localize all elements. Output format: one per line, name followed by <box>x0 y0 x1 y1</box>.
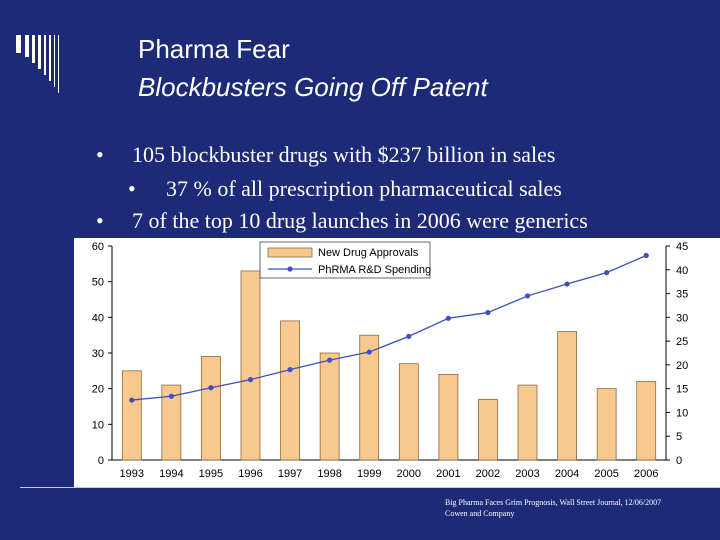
slide-subtitle: Blockbusters Going Off Patent <box>138 72 488 102</box>
legend-swatch-point <box>287 266 293 272</box>
bar <box>319 352 340 461</box>
x-tick-label: 1994 <box>159 468 183 480</box>
line-series <box>131 254 647 401</box>
bar <box>121 370 142 461</box>
x-tick-label: 2001 <box>436 468 460 480</box>
line-point <box>129 397 135 403</box>
line-point <box>168 393 174 399</box>
bullet-marker: • <box>96 142 104 167</box>
bullet-item-3: • 7 of the top 10 drug launches in 2006 w… <box>96 208 588 234</box>
right-tick-label: 15 <box>676 384 688 396</box>
x-tick-label: 2003 <box>515 468 539 480</box>
bullet-item-1: • 105 blockbuster drugs with $237 billion… <box>96 142 555 168</box>
line-point <box>287 367 293 373</box>
line-point <box>208 385 214 391</box>
x-tick-label: 2000 <box>397 468 421 480</box>
x-tick-label: 1995 <box>199 468 223 480</box>
left-tick-label: 20 <box>92 384 104 396</box>
bar <box>636 381 657 461</box>
line-point <box>524 293 531 299</box>
right-tick-label: 45 <box>676 241 688 253</box>
left-tick-label: 50 <box>92 277 104 289</box>
left-tick-label: 0 <box>98 455 104 467</box>
bar <box>438 373 459 461</box>
bullet-item-2: • 37 % of all prescription pharmaceutical… <box>128 176 562 202</box>
x-tick-label: 1993 <box>120 468 144 480</box>
bullet-text: 37 % of all prescription pharmaceutical … <box>166 176 562 201</box>
line-point <box>604 270 610 276</box>
line-point <box>327 357 333 363</box>
x-tick-label: 1999 <box>357 468 381 480</box>
bullet-marker: • <box>96 208 104 233</box>
bar <box>280 320 300 461</box>
line-point <box>564 281 570 287</box>
source-citation: Big Pharma Faces Grim Prognosis, Wall St… <box>445 497 661 519</box>
x-tick-label: 1998 <box>317 468 341 480</box>
bar <box>517 384 538 461</box>
bar <box>161 384 182 461</box>
right-tick-label: 25 <box>676 336 688 348</box>
left-tick-label: 30 <box>92 348 104 360</box>
slide-title: Pharma Fear <box>138 34 290 64</box>
right-tick-label: 20 <box>676 360 688 372</box>
left-tick-label: 40 <box>92 312 104 324</box>
line-point <box>485 309 491 316</box>
divider-line <box>20 487 720 488</box>
x-tick-label: 2004 <box>555 468 579 480</box>
bullet-text: 7 of the top 10 drug launches in 2006 we… <box>132 208 588 233</box>
bullet-marker: • <box>128 176 136 201</box>
source-line-1: Big Pharma Faces Grim Prognosis, Wall St… <box>445 498 662 507</box>
line-point <box>445 315 451 321</box>
line-point <box>366 349 372 355</box>
bar <box>478 398 498 461</box>
bar <box>557 331 577 461</box>
line-point <box>406 333 412 339</box>
right-tick-label: 5 <box>676 431 682 443</box>
left-tick-label: 10 <box>92 419 104 431</box>
x-tick-label: 1997 <box>278 468 302 480</box>
legend-label: New Drug Approvals <box>318 247 419 259</box>
x-tick-label: 2005 <box>594 468 618 480</box>
right-tick-label: 30 <box>676 312 688 324</box>
source-line-2: Cowen and Company <box>445 509 515 518</box>
right-tick-label: 35 <box>676 289 688 301</box>
right-tick-label: 40 <box>676 265 688 277</box>
legend-swatch-bar <box>267 247 313 258</box>
decorative-bars <box>16 35 59 93</box>
right-tick-label: 0 <box>676 455 682 467</box>
left-tick-label: 60 <box>92 241 104 253</box>
bar <box>596 388 617 461</box>
x-tick-label: 2002 <box>476 468 500 480</box>
bar <box>201 356 221 461</box>
right-tick-label: 10 <box>676 407 688 419</box>
bar <box>398 363 419 461</box>
combo-chart: 0 10 20 30 40 50 60 0 5 10 15 20 25 30 35 40 45 1993 1994 1… <box>74 238 720 488</box>
line-point <box>643 252 649 259</box>
bullet-text: 105 blockbuster drugs with $237 billion … <box>132 142 556 167</box>
legend-label: PhRMA R&D Spending <box>318 264 431 276</box>
bar <box>240 270 261 461</box>
x-tick-label: 2006 <box>634 468 658 480</box>
x-tick-label: 1996 <box>238 468 262 480</box>
line-point <box>247 377 254 383</box>
bar <box>359 334 380 461</box>
